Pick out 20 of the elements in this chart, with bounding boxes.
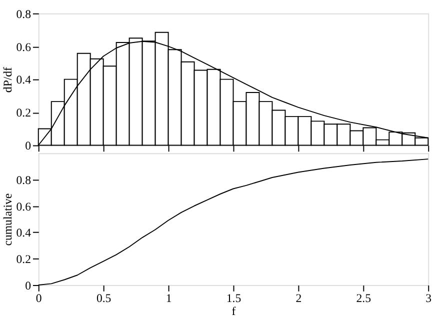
y-axis-title: dP/df	[0, 66, 14, 93]
y-tick-label: 0.2	[16, 252, 32, 266]
x-tick-label: 2	[296, 291, 302, 306]
x-tick-label: 2.5	[356, 291, 372, 306]
y-tick-label: 0.2	[16, 106, 32, 120]
x-tick-label: 1	[166, 291, 172, 306]
y-tick-label: 0	[25, 138, 32, 153]
x-tick-label: 0	[36, 291, 42, 306]
y-tick-label: 0.4	[16, 72, 32, 87]
y-tick-label: 0.4	[16, 226, 32, 240]
y-tick-label: 0.6	[16, 40, 32, 54]
y-axis-title: cumulative	[0, 193, 14, 246]
x-tick-label: 1.5	[226, 291, 242, 306]
y-tick-label: 0.6	[16, 199, 32, 214]
y-tick-label: 0.8	[16, 172, 32, 187]
x-tick-label: 3	[426, 291, 432, 306]
x-axis-title: f	[232, 304, 236, 318]
x-tick-label: 0.5	[96, 291, 112, 306]
y-tick-label: 0.8	[16, 6, 32, 21]
y-tick-label: 0	[25, 278, 32, 292]
